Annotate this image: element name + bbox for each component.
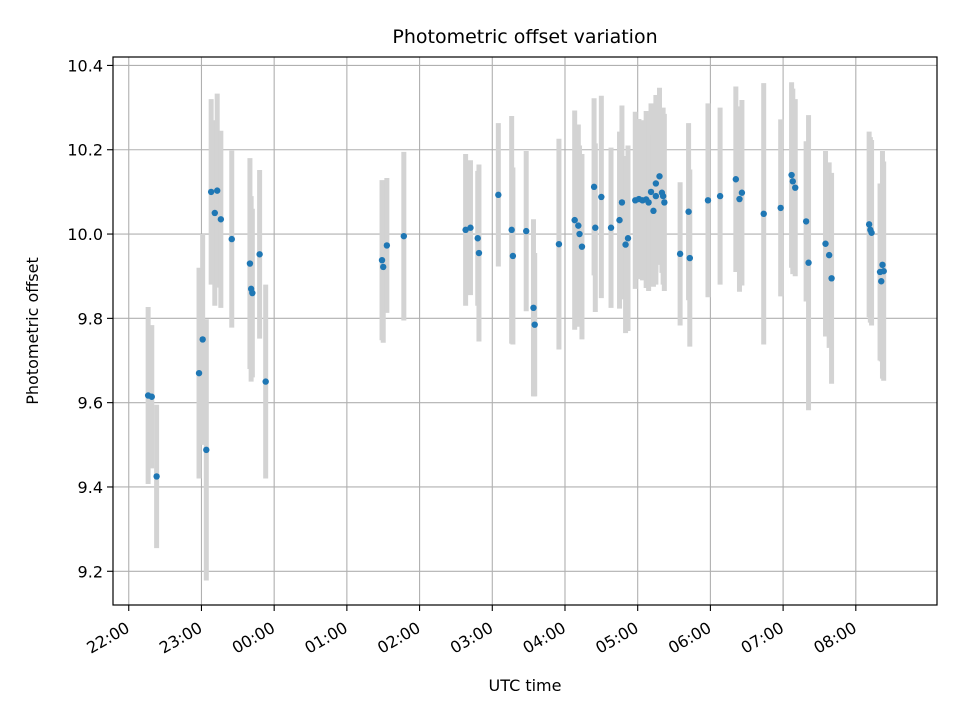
data-point: [802, 218, 810, 225]
data-point: [509, 252, 517, 260]
y-axis-label: Photometric offset: [23, 257, 42, 405]
data-point: [207, 188, 215, 196]
data-point: [652, 180, 660, 187]
data-point: [508, 226, 515, 234]
data-point: [531, 321, 538, 328]
data-point: [462, 226, 469, 234]
data-point: [214, 187, 221, 194]
data-point: [716, 192, 724, 200]
y-tick-label: 10.2: [67, 141, 103, 160]
data-point: [822, 240, 829, 247]
data-point: [571, 216, 578, 224]
data-point: [661, 199, 668, 206]
data-point: [523, 227, 530, 235]
data-point: [868, 229, 875, 236]
data-point: [575, 222, 582, 229]
data-point: [656, 173, 663, 180]
data-point: [199, 336, 206, 343]
data-point: [652, 192, 660, 200]
data-point: [880, 267, 887, 275]
data-point: [262, 378, 269, 385]
data-point: [825, 251, 833, 259]
data-point: [676, 250, 684, 258]
y-tick-label: 9.4: [78, 478, 103, 497]
data-point: [607, 224, 615, 231]
y-tick-label: 9.8: [78, 309, 103, 328]
data-point: [228, 235, 235, 243]
data-point: [555, 240, 563, 248]
data-point: [622, 241, 629, 248]
data-point: [475, 249, 483, 257]
data-point: [203, 446, 210, 454]
y-tick-label: 9.6: [78, 394, 103, 413]
data-point: [878, 278, 885, 285]
y-tick-label: 10.0: [67, 225, 103, 244]
data-point: [153, 473, 160, 480]
data-point: [495, 191, 502, 199]
data-point: [211, 209, 218, 217]
y-tick-label: 9.2: [78, 562, 103, 581]
data-point: [148, 393, 155, 400]
data-point: [383, 242, 391, 249]
data-point: [618, 199, 626, 206]
y-axis: 9.2 9.4 9.6 9.8 10.0 10.2 10.4: [67, 56, 113, 581]
data-point: [576, 230, 583, 238]
data-markers: [144, 171, 887, 480]
data-point: [647, 188, 655, 196]
plot-frame: [112, 56, 938, 606]
data-point: [616, 216, 623, 224]
data-point: [624, 235, 632, 242]
data-point: [686, 254, 693, 262]
data-point: [805, 259, 812, 266]
data-point: [590, 183, 598, 191]
data-point: [738, 189, 746, 196]
data-point: [650, 207, 657, 215]
data-point: [530, 304, 537, 312]
data-point: [378, 256, 386, 264]
data-point: [400, 232, 408, 240]
data-point: [659, 192, 667, 200]
data-point: [736, 195, 743, 203]
x-axis-label: UTC time: [489, 676, 562, 695]
data-point: [467, 224, 474, 231]
data-point: [789, 178, 796, 185]
data-point: [592, 224, 599, 231]
chart-title: Photometric offset variation: [392, 26, 657, 48]
data-point: [704, 197, 712, 204]
data-point: [598, 193, 605, 201]
data-point: [865, 221, 873, 228]
grid: [113, 57, 937, 605]
data-point: [732, 176, 740, 183]
data-point: [217, 216, 225, 223]
data-point: [760, 210, 767, 218]
data-point: [246, 260, 254, 267]
data-point: [788, 171, 795, 179]
data-point: [578, 243, 586, 250]
data-point: [380, 263, 387, 271]
data-point: [777, 204, 784, 212]
data-point: [474, 235, 481, 242]
data-point: [879, 261, 886, 269]
data-point: [249, 289, 256, 297]
data-point: [828, 275, 835, 282]
data-point: [685, 208, 692, 215]
data-point: [792, 184, 799, 191]
data-point: [645, 199, 652, 206]
data-point: [256, 251, 263, 258]
data-point: [195, 369, 203, 377]
y-tick-label: 10.4: [67, 56, 103, 75]
